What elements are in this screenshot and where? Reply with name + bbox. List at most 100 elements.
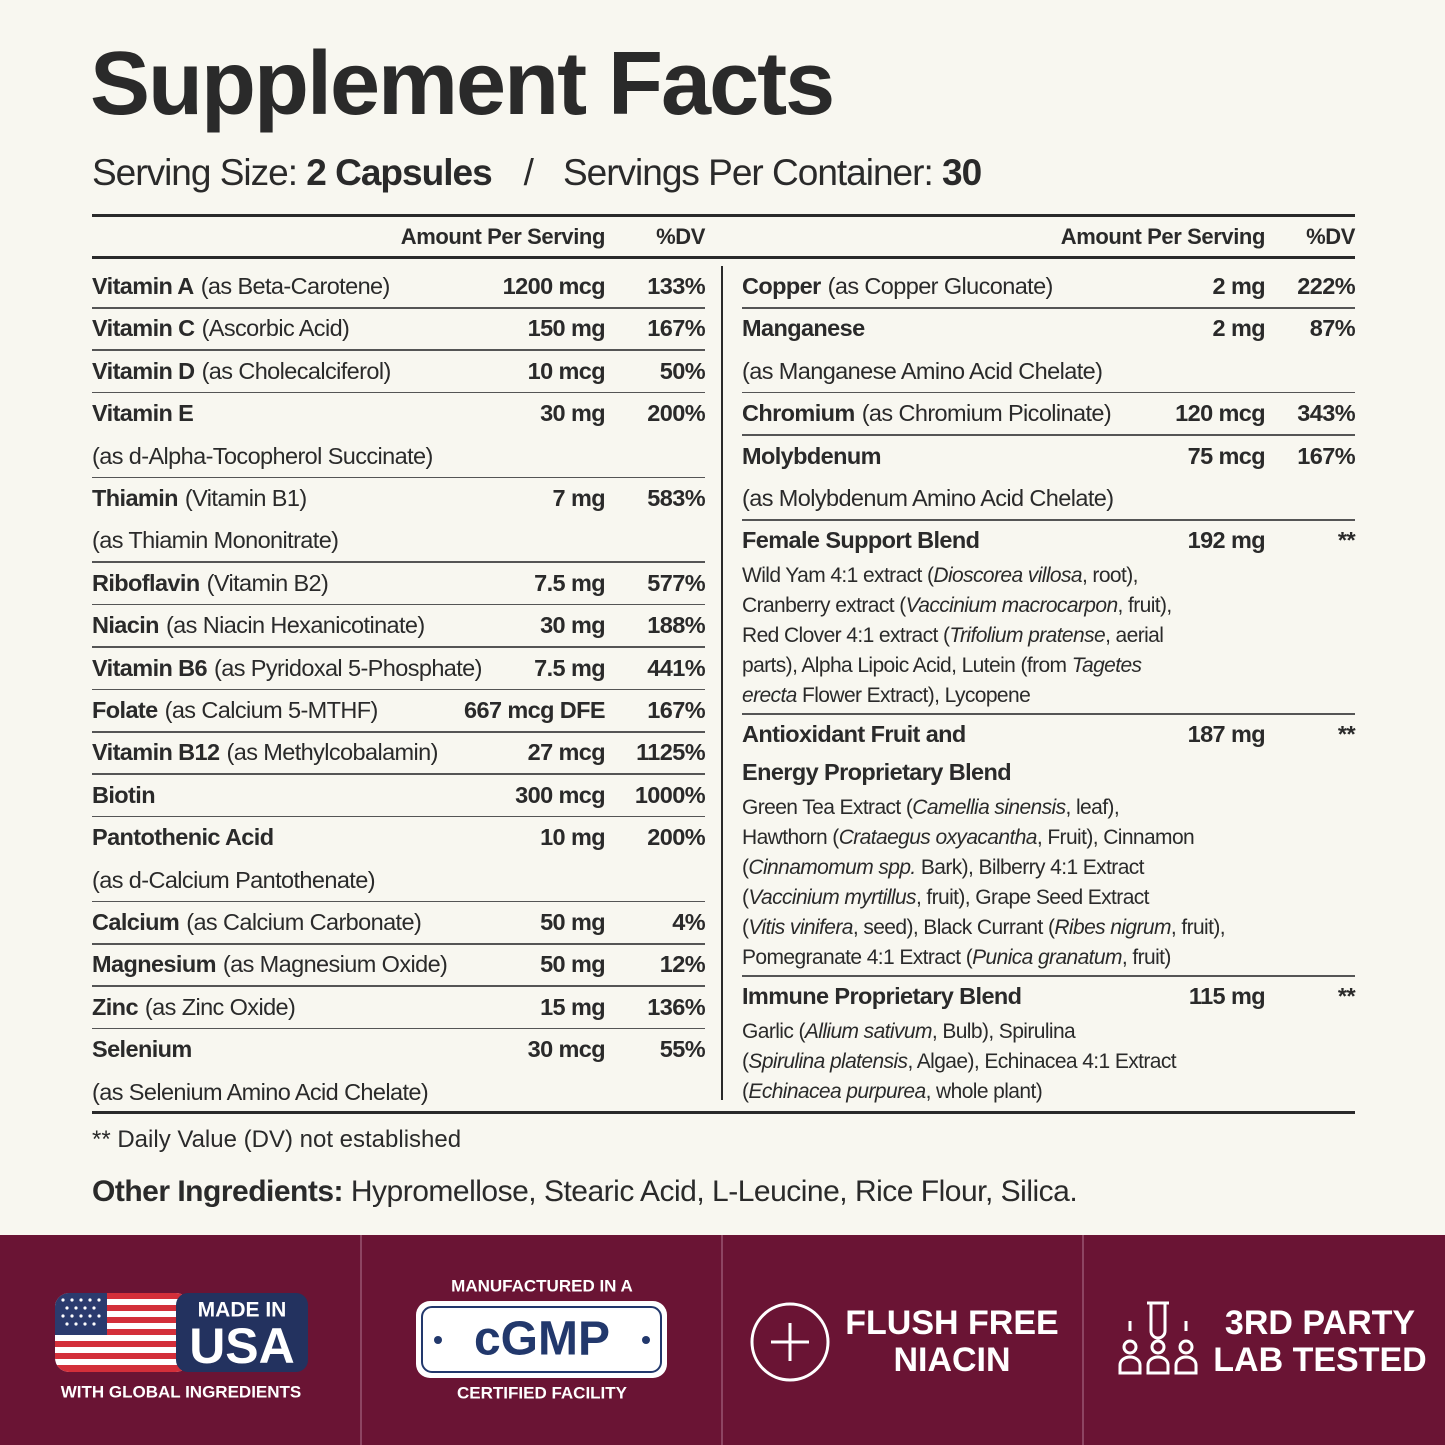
ingredient-text: , whole plant) — [925, 1080, 1043, 1104]
amount: 15 mg — [540, 993, 606, 1020]
ingredient-text: , Algae), Echinacea 4:1 Extract — [907, 1050, 1176, 1074]
blend-ingredients: Green Tea Extract (Camellia sinensis, le… — [742, 793, 1120, 823]
daily-value: ** — [1337, 721, 1356, 748]
nutrient-name: Manganese — [742, 315, 865, 342]
nutrient-name: Riboflavin — [92, 569, 200, 596]
row-separator — [92, 688, 705, 691]
ingredient-text: parts), Alpha Lipoic Acid, Lutein (from — [742, 654, 1072, 678]
ingredient-text: , seed), Black Currant ( — [852, 916, 1055, 940]
badge-line: NIACIN — [893, 1341, 1010, 1379]
amount: 2 mg — [1212, 315, 1266, 342]
column-header: Amount Per Serving — [400, 224, 606, 249]
daily-value: 167% — [647, 697, 705, 723]
nutrient-detail: (as Cholecalciferol) — [201, 357, 392, 384]
dot — [434, 1336, 442, 1344]
column-header: %DV — [656, 224, 705, 249]
ingredient-text: ( — [742, 856, 749, 880]
badge-top: MANUFACTURED IN A — [451, 1276, 633, 1295]
amount: 150 mg — [527, 315, 606, 342]
daily-value: 200% — [647, 400, 705, 427]
ingredient-text: , Fruit), Cinnamon — [1036, 826, 1195, 850]
badge-caption: CERTIFIED FACILITY — [457, 1383, 628, 1402]
nutrient-row: Thiamin (Vitamin B1) — [92, 483, 307, 513]
daily-value: 167% — [647, 315, 705, 342]
nutrient-row: Niacin (as Niacin Hexanicotinate) — [92, 610, 425, 640]
nutrient-row: Vitamin A (as Beta-Carotene) — [92, 271, 390, 301]
row-separator — [92, 349, 705, 351]
usa-flag — [55, 1293, 308, 1372]
ingredient-text: Cranberry extract ( — [742, 594, 906, 618]
serving-line: Serving Size: 2 Capsules / Servings Per Co… — [92, 150, 982, 196]
daily-value: 167% — [1297, 442, 1355, 469]
blend-ingredients: Cranberry extract (Vaccinium macrocarpon… — [742, 591, 1172, 621]
ingredient-text: Garlic ( — [742, 1020, 805, 1044]
row-separator — [92, 391, 705, 394]
nutrient-detail: (as Pyridoxal 5-Phosphate) — [214, 654, 482, 681]
amount: 7.5 mg — [534, 654, 605, 681]
nutrient-name: Vitamin A — [92, 273, 194, 299]
amount: 187 mg — [1187, 721, 1266, 748]
cgmp-inner — [421, 1306, 662, 1373]
amount: 115 mg — [1188, 983, 1266, 1010]
nutrient-row: Molybdenum — [742, 441, 882, 471]
ingredient-latin: Echinacea purpurea — [748, 1080, 926, 1104]
top-rule — [92, 214, 1355, 217]
other-ingredients-text: Hypromellose, Stearic Acid, L-Leucine, R… — [350, 1175, 1078, 1208]
blend-ingredients: Hawthorn (Crataegus oxyacantha, Fruit), … — [742, 823, 1195, 853]
ingredient-latin: Ribes nigrum — [1054, 916, 1171, 940]
nutrient-name: Immune Proprietary Blend — [742, 983, 1022, 1010]
amount: 300 mcg — [515, 781, 605, 808]
amount: 120 mcg — [1175, 400, 1265, 427]
ingredient-text: ( — [742, 1050, 749, 1074]
daily-value: 583% — [647, 485, 705, 511]
nutrient-row: Magnesium (as Magnesium Oxide) — [92, 949, 448, 979]
ingredient-text: ( — [742, 1080, 749, 1104]
nutrient-detail: (Vitamin B2) — [206, 569, 329, 596]
nutrient-detail: (as Zinc Oxide) — [144, 993, 296, 1020]
badge-band: MADE IN USA WITH GLOBAL INGREDIENTS MANU… — [0, 1235, 1445, 1445]
nutrient-name: Vitamin E — [92, 400, 194, 427]
ingredient-text: Green Tea Extract ( — [742, 796, 913, 820]
nutrient-name: Molybdenum — [742, 442, 882, 469]
nutrient-row: Vitamin E — [92, 398, 194, 428]
ingredient-text: , aerial — [1105, 624, 1164, 648]
ingredient-text: Flower Extract), Lycopene — [796, 684, 1031, 708]
row-separator — [742, 519, 1355, 521]
footnote: ** Daily Value (DV) not established — [92, 1126, 462, 1153]
ingredient-latin: Dioscorea villosa — [933, 564, 1082, 588]
daily-value: 133% — [647, 273, 705, 299]
nutrient-row: Calcium (as Calcium Carbonate) — [92, 907, 422, 937]
nutrient-detail: (Vitamin B1) — [184, 485, 307, 511]
badge-line: FLUSH FREE — [845, 1304, 1058, 1342]
row-separator — [92, 646, 705, 648]
nutrient-form: (as d-Calcium Pantothenate) — [92, 866, 376, 893]
nutrient-row: Chromium (as Chromium Picolinate) — [742, 398, 1112, 428]
nutrient-row: Riboflavin (Vitamin B2) — [92, 568, 329, 598]
daily-value: 87% — [1309, 315, 1356, 342]
daily-value: 12% — [659, 951, 706, 978]
amount: 50 mg — [540, 909, 606, 935]
nutrient-name: Folate — [92, 697, 158, 723]
nutrient-form: (as d-Alpha-Tocopherol Succinate) — [92, 442, 433, 469]
amount: 7 mg — [552, 485, 606, 511]
nutrient-name: Zinc — [92, 993, 139, 1020]
daily-value: 4% — [672, 909, 705, 935]
serving-size: 2 Capsules — [306, 152, 492, 193]
nutrient-form: (as Selenium Amino Acid Chelate) — [92, 1078, 429, 1105]
amount: 667 mcg DFE — [464, 697, 606, 723]
ingredient-latin: Vaccinium macrocarpon — [905, 594, 1118, 618]
row-separator — [92, 773, 705, 775]
title: Supplement Facts — [90, 34, 835, 134]
daily-value: 188% — [647, 612, 705, 639]
ingredient-text: , fruit) — [1121, 946, 1171, 970]
amount: 10 mcg — [527, 357, 606, 384]
row-separator — [92, 561, 705, 563]
nutrient-row: Pantothenic Acid — [92, 822, 274, 852]
nutrient-detail: (as Calcium 5-MTHF) — [164, 697, 379, 723]
ingredient-text: ( — [742, 916, 749, 940]
nutrient-detail: (as Beta-Carotene) — [200, 273, 391, 299]
row-separator — [742, 434, 1355, 436]
amount: 1200 mcg — [502, 273, 606, 299]
column-divider — [721, 266, 723, 1100]
bottom-rule — [92, 1111, 1355, 1114]
